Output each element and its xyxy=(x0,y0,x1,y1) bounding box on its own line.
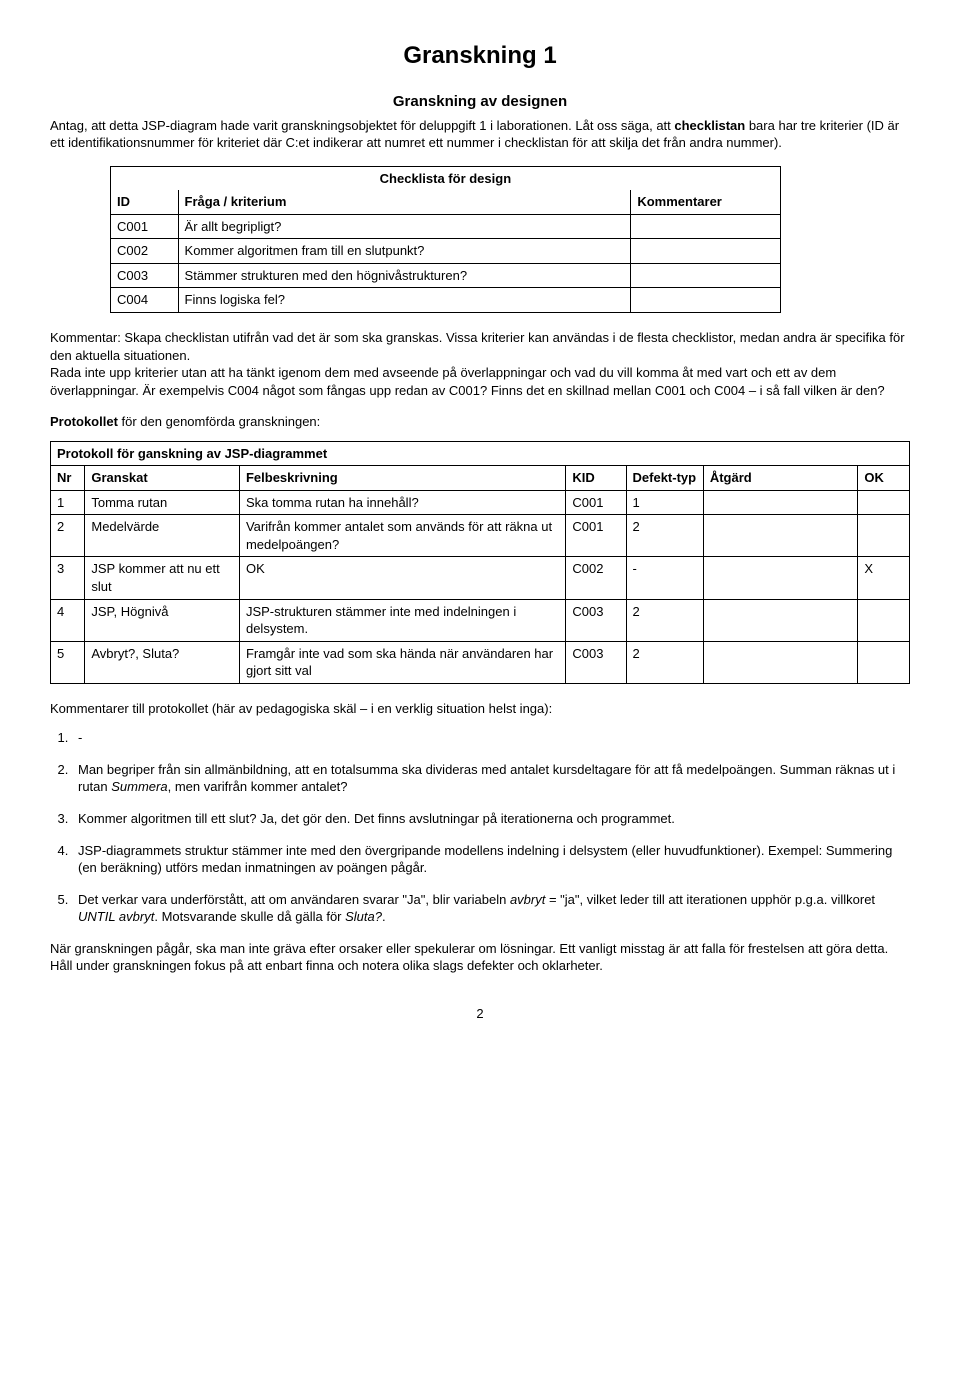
checklist-question: Finns logiska fel? xyxy=(178,288,631,313)
protocol-granskat: JSP, Högnivå xyxy=(85,599,240,641)
table-row: 3 JSP kommer att nu ett slut OK C002 - X xyxy=(51,557,910,599)
protocol-atgard xyxy=(703,490,858,515)
protocol-fel: Varifrån kommer antalet som används för … xyxy=(239,515,565,557)
checklist-comment xyxy=(631,263,780,288)
checklist-comment xyxy=(631,214,780,239)
protocol-fel: Ska tomma rutan ha innehåll? xyxy=(239,490,565,515)
closing-paragraph: När granskningen pågår, ska man inte grä… xyxy=(50,940,910,975)
checklist-question: Kommer algoritmen fram till en slutpunkt… xyxy=(178,239,631,264)
table-row: 5 Avbryt?, Sluta? Framgår inte vad som s… xyxy=(51,641,910,683)
list-item: JSP-diagrammets struktur stämmer inte me… xyxy=(72,842,910,877)
protocol-header-nr: Nr xyxy=(51,466,85,491)
list-italic: UNTIL avbryt xyxy=(78,909,154,924)
list-italic: Summera xyxy=(111,779,167,794)
protocol-ok xyxy=(858,515,910,557)
checklist-id: C001 xyxy=(111,214,179,239)
numbered-list: - Man begriper från sin allmänbildning, … xyxy=(50,729,910,925)
protocol-ok xyxy=(858,641,910,683)
checklist-header-id: ID xyxy=(111,190,179,214)
comments-header: Kommentarer till protokollet (här av ped… xyxy=(50,700,910,718)
protocol-kid: C002 xyxy=(566,557,626,599)
table-row: C001 Är allt begripligt? xyxy=(111,214,781,239)
table-row: C003 Stämmer strukturen med den högnivås… xyxy=(111,263,781,288)
protokoll-label: Protokollet för den genomförda gransknin… xyxy=(50,413,910,431)
checklist-title: Checklista för design xyxy=(111,166,781,190)
checklist-id: C002 xyxy=(111,239,179,264)
protocol-atgard xyxy=(703,641,858,683)
protocol-atgard xyxy=(703,515,858,557)
list-text: . xyxy=(382,909,386,924)
intro-paragraph: Antag, att detta JSP-diagram hade varit … xyxy=(50,117,910,152)
checklist-comment xyxy=(631,288,780,313)
protocol-granskat: Avbryt?, Sluta? xyxy=(85,641,240,683)
list-text: . Motsvarande skulle då gälla för xyxy=(154,909,345,924)
comment-paragraph: Kommentar: Skapa checklistan utifrån vad… xyxy=(50,329,910,399)
list-text: , men varifrån kommer antalet? xyxy=(168,779,348,794)
list-item: Man begriper från sin allmänbildning, at… xyxy=(72,761,910,796)
protocol-atgard xyxy=(703,599,858,641)
checklist-table: Checklista för design ID Fråga / kriteri… xyxy=(110,166,781,313)
checklist-question: Är allt begripligt? xyxy=(178,214,631,239)
checklist-id: C004 xyxy=(111,288,179,313)
list-item: Det verkar vara underförstått, att om an… xyxy=(72,891,910,926)
list-text: = "ja", vilket leder till att iteratione… xyxy=(545,892,875,907)
table-row: 2 Medelvärde Varifrån kommer antalet som… xyxy=(51,515,910,557)
protocol-defekt: 2 xyxy=(626,515,703,557)
checklist-header-comments: Kommentarer xyxy=(631,190,780,214)
protocol-kid: C003 xyxy=(566,599,626,641)
protocol-nr: 3 xyxy=(51,557,85,599)
list-item: Kommer algoritmen till ett slut? Ja, det… xyxy=(72,810,910,828)
page-number: 2 xyxy=(50,1005,910,1023)
checklist-header-question: Fråga / kriterium xyxy=(178,190,631,214)
table-row: C002 Kommer algoritmen fram till en slut… xyxy=(111,239,781,264)
intro-bold: checklistan xyxy=(674,118,745,133)
table-row: C004 Finns logiska fel? xyxy=(111,288,781,313)
protocol-fel: Framgår inte vad som ska hända när använ… xyxy=(239,641,565,683)
list-italic: avbryt xyxy=(510,892,545,907)
protocol-kid: C001 xyxy=(566,515,626,557)
protocol-table: Protokoll för ganskning av JSP-diagramme… xyxy=(50,441,910,684)
checklist-question: Stämmer strukturen med den högnivåstrukt… xyxy=(178,263,631,288)
protocol-defekt: 2 xyxy=(626,641,703,683)
protocol-atgard xyxy=(703,557,858,599)
protokoll-label-bold: Protokollet xyxy=(50,414,118,429)
page-title: Granskning 1 xyxy=(50,40,910,72)
protocol-ok xyxy=(858,490,910,515)
protocol-nr: 1 xyxy=(51,490,85,515)
protocol-header-ok: OK xyxy=(858,466,910,491)
protocol-fel: OK xyxy=(239,557,565,599)
protocol-defekt: - xyxy=(626,557,703,599)
page-subtitle: Granskning av designen xyxy=(50,92,910,112)
protocol-kid: C001 xyxy=(566,490,626,515)
protocol-nr: 5 xyxy=(51,641,85,683)
table-row: 4 JSP, Högnivå JSP-strukturen stämmer in… xyxy=(51,599,910,641)
protocol-granskat: JSP kommer att nu ett slut xyxy=(85,557,240,599)
list-item: - xyxy=(72,729,910,747)
protocol-ok xyxy=(858,599,910,641)
protokoll-label-rest: för den genomförda granskningen: xyxy=(118,414,320,429)
protocol-granskat: Medelvärde xyxy=(85,515,240,557)
protocol-ok: X xyxy=(858,557,910,599)
protocol-header-atgard: Åtgärd xyxy=(703,466,858,491)
table-row: 1 Tomma rutan Ska tomma rutan ha innehål… xyxy=(51,490,910,515)
protocol-header-fel: Felbeskrivning xyxy=(239,466,565,491)
protocol-granskat: Tomma rutan xyxy=(85,490,240,515)
protocol-defekt: 2 xyxy=(626,599,703,641)
list-italic: Sluta? xyxy=(345,909,382,924)
checklist-id: C003 xyxy=(111,263,179,288)
protocol-title: Protokoll för ganskning av JSP-diagramme… xyxy=(51,441,910,466)
protocol-kid: C003 xyxy=(566,641,626,683)
comment-text-2: Rada inte upp kriterier utan att ha tänk… xyxy=(50,365,885,398)
protocol-header-kid: KID xyxy=(566,466,626,491)
list-text: Det verkar vara underförstått, att om an… xyxy=(78,892,510,907)
intro-text-prefix: Antag, att detta JSP-diagram hade varit … xyxy=(50,118,674,133)
protocol-fel: JSP-strukturen stämmer inte med indelnin… xyxy=(239,599,565,641)
checklist-comment xyxy=(631,239,780,264)
comment-text-1: Kommentar: Skapa checklistan utifrån vad… xyxy=(50,330,905,363)
protocol-nr: 4 xyxy=(51,599,85,641)
protocol-header-defekt: Defekt-typ xyxy=(626,466,703,491)
protocol-header-granskat: Granskat xyxy=(85,466,240,491)
protocol-nr: 2 xyxy=(51,515,85,557)
protocol-defekt: 1 xyxy=(626,490,703,515)
